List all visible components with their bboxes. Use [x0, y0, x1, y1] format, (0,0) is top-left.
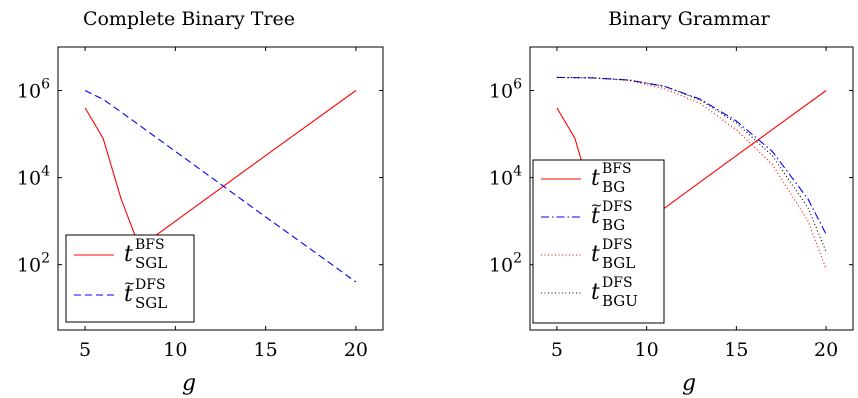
- y-tick-base: 10: [17, 81, 41, 103]
- y-tick-label: 106: [17, 77, 50, 103]
- legend-subscript: BG: [602, 178, 625, 196]
- legend-symbol: t: [591, 280, 600, 305]
- x-axis-label: g: [182, 371, 196, 396]
- chart-title: Binary Grammar: [608, 8, 770, 30]
- series-line-bgu-dfs: [556, 76, 827, 252]
- legend-subscript: BGU: [602, 292, 638, 310]
- y-tick-base: 10: [489, 168, 513, 190]
- y-tick-exponent: 6: [41, 77, 50, 93]
- legend-subscript: SGL: [135, 254, 167, 272]
- x-tick-label: 15: [254, 339, 278, 361]
- y-tick-exponent: 6: [513, 77, 522, 93]
- legend-superscript: DFS: [602, 237, 633, 253]
- y-tick-exponent: 4: [513, 164, 522, 180]
- legend-box: [65, 234, 195, 323]
- chart-title: Complete Binary Tree: [83, 8, 295, 30]
- y-tick-label: 104: [489, 164, 522, 190]
- series-line-bg-dfs: [556, 76, 827, 235]
- plot-frame: [529, 46, 854, 331]
- legend-symbol: t: [591, 166, 600, 191]
- x-tick-label: 10: [635, 339, 659, 361]
- y-tick-exponent: 2: [513, 251, 522, 267]
- legend-accent: ~: [124, 276, 136, 292]
- y-tick-base: 10: [489, 255, 513, 277]
- x-tick-label: 10: [163, 339, 187, 361]
- legend-accent: ~: [591, 198, 603, 214]
- y-tick-exponent: 2: [41, 251, 50, 267]
- legend-superscript: DFS: [602, 275, 633, 291]
- y-tick-label: 102: [17, 251, 50, 277]
- x-tick-label: 5: [79, 339, 91, 361]
- series-line-sgl-dfs: [84, 90, 357, 283]
- legend-subscript: BG: [602, 216, 625, 234]
- y-tick-label: 102: [489, 251, 522, 277]
- x-tick-label: 5: [551, 339, 563, 361]
- y-tick-base: 10: [17, 255, 41, 277]
- x-tick-label: 20: [814, 339, 838, 361]
- x-axis-label: g: [682, 371, 696, 396]
- series-line-bgl-dfs: [556, 76, 827, 270]
- y-tick-label: 106: [489, 77, 522, 103]
- y-tick-base: 10: [489, 81, 513, 103]
- y-tick-label: 104: [17, 164, 50, 190]
- legend-subscript: SGL: [135, 294, 167, 312]
- legend-subscript: BGL: [602, 254, 635, 272]
- legend-symbol: t: [591, 242, 600, 267]
- legend-superscript: BFS: [135, 237, 165, 253]
- y-tick-exponent: 4: [41, 164, 50, 180]
- x-tick-label: 20: [344, 339, 368, 361]
- legend-box: [532, 159, 665, 324]
- legend-superscript: DFS: [135, 277, 166, 293]
- x-tick-label: 15: [724, 339, 748, 361]
- y-tick-base: 10: [17, 168, 41, 190]
- legend-superscript: DFS: [602, 199, 633, 215]
- series-line-sgl-bfs: [84, 90, 357, 248]
- legend-symbol: t: [591, 204, 600, 229]
- plot-frame: [57, 46, 384, 331]
- legend-superscript: BFS: [602, 161, 632, 177]
- legend-symbol: t: [124, 242, 133, 267]
- legend-symbol: t: [124, 282, 133, 307]
